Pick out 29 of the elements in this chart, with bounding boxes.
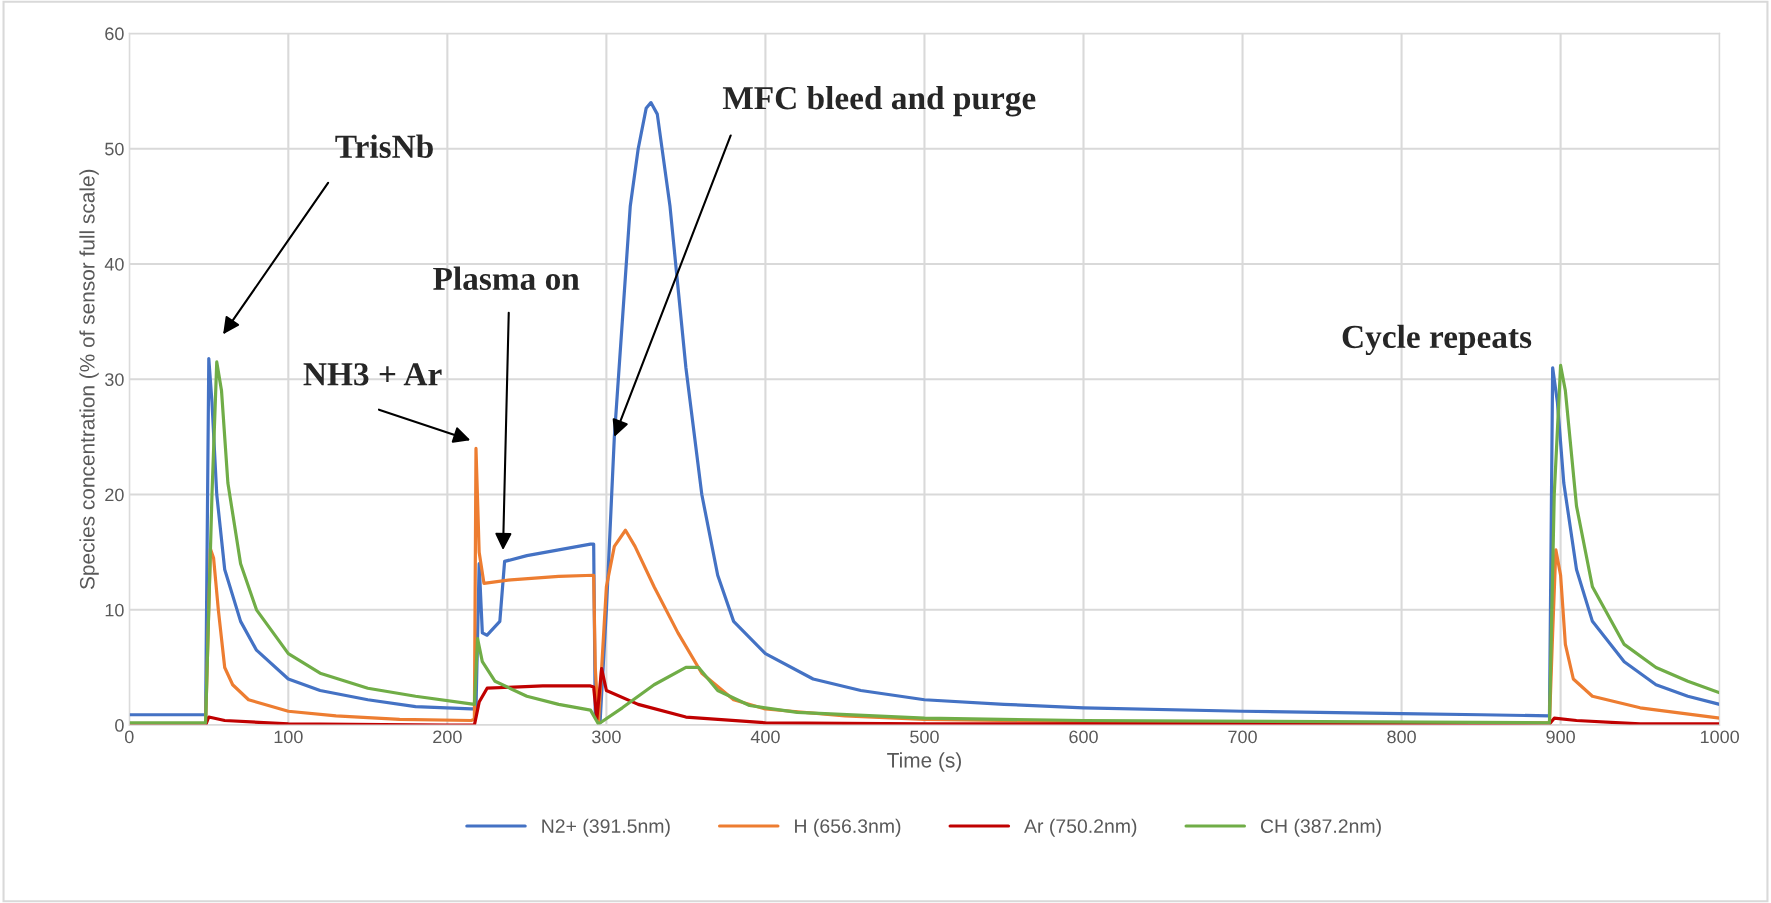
x-tick-label: 600 xyxy=(1069,730,1098,744)
y-tick-label: 60 xyxy=(105,27,124,41)
legend-label: CH (387.2nm) xyxy=(1260,818,1381,837)
legend-label: Ar (750.2nm) xyxy=(1024,818,1137,837)
y-tick-label: 40 xyxy=(104,257,124,271)
y-tick-label: 50 xyxy=(105,142,124,156)
annotation: MFC bleed and purge xyxy=(722,85,1036,117)
x-tick-label: 800 xyxy=(1387,730,1416,744)
annotation: TrisNb xyxy=(335,134,433,158)
legend-label: N2+ (391.5nm) xyxy=(542,818,670,837)
x-tick-label: 400 xyxy=(750,730,780,744)
x-axis-title: Time (s) xyxy=(887,752,961,772)
x-tick-label: 500 xyxy=(910,730,939,744)
y-tick-label: 0 xyxy=(115,719,124,732)
x-tick-label: 900 xyxy=(1546,730,1575,744)
legend-label: H (656.3nm) xyxy=(795,818,901,837)
x-tick-label: 1000 xyxy=(1700,730,1740,744)
x-tick-label: 700 xyxy=(1228,730,1257,744)
annotation: Plasma on xyxy=(433,266,580,291)
y-axis-title: Species concentration (% of sensor full scale) xyxy=(79,169,99,590)
y-tick-label: 30 xyxy=(105,373,124,386)
x-tick-label: 200 xyxy=(433,730,462,744)
annotation: Cycle repeats xyxy=(1342,324,1532,355)
x-tick-label: 300 xyxy=(592,730,621,744)
x-tick-label: 0 xyxy=(124,730,134,744)
y-tick-label: 20 xyxy=(105,488,124,502)
annotation: NH3 + Ar xyxy=(303,363,442,386)
x-tick-label: 100 xyxy=(274,730,303,744)
y-tick-label: 10 xyxy=(105,603,124,617)
